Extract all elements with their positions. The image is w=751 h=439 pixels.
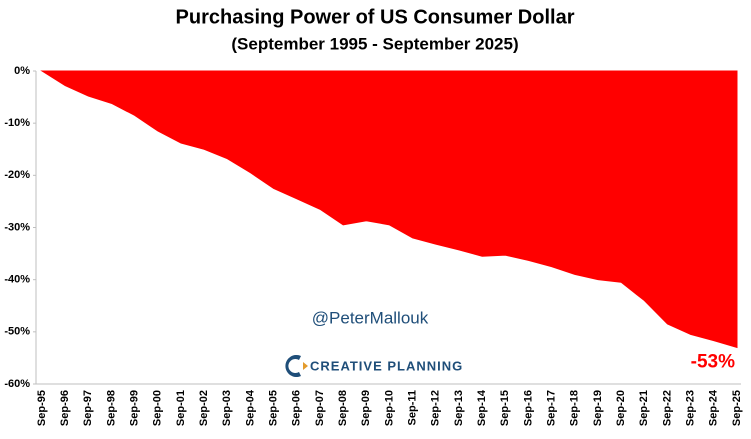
- x-tick-label: Sep-96: [59, 390, 71, 426]
- y-tick-label: -50%: [4, 326, 30, 338]
- x-tick-label: Sep-06: [291, 390, 303, 426]
- x-tick-label: Sep-09: [360, 390, 372, 426]
- y-tick-label: -10%: [4, 117, 30, 129]
- logo-icon: [285, 355, 308, 377]
- y-tick-label: 0%: [14, 65, 30, 77]
- x-tick-label: Sep-21: [638, 390, 650, 426]
- x-tick-label: Sep-11: [407, 390, 419, 425]
- x-tick-label: Sep-02: [198, 390, 210, 426]
- x-tick-label: Sep-95: [36, 390, 48, 426]
- watermark-handle: @PeterMallouk: [312, 308, 429, 327]
- x-tick-label: Sep-23: [685, 390, 697, 426]
- chart-subtitle: (September 1995 - September 2025): [231, 34, 518, 53]
- x-tick-label: Sep-12: [430, 390, 442, 426]
- x-tick-label: Sep-18: [569, 390, 581, 426]
- x-tick-label: Sep-25: [731, 390, 743, 426]
- x-tick-label: Sep-04: [244, 389, 256, 426]
- x-tick-label: Sep-99: [129, 390, 141, 426]
- watermark-brand: CREATIVE PLANNING: [310, 358, 463, 373]
- x-tick-label: Sep-10: [383, 390, 395, 426]
- value-label: -53%: [691, 351, 735, 372]
- x-tick-label: Sep-08: [337, 390, 349, 426]
- y-tick-label: -30%: [4, 221, 30, 233]
- x-tick-label: Sep-01: [175, 390, 187, 426]
- x-tick-label: Sep-98: [105, 390, 117, 426]
- x-tick-label: Sep-22: [661, 390, 673, 426]
- x-tick-label: Sep-24: [708, 389, 720, 426]
- x-tick-label: Sep-15: [499, 390, 511, 426]
- x-tick-label: Sep-13: [453, 390, 465, 426]
- x-tick-label: Sep-19: [592, 390, 604, 426]
- x-tick-label: Sep-97: [82, 390, 94, 426]
- x-tick-label: Sep-20: [615, 390, 627, 426]
- y-tick-label: -20%: [4, 169, 30, 181]
- x-tick-label: Sep-07: [314, 390, 326, 426]
- chart-title: Purchasing Power of US Consumer Dollar: [176, 6, 575, 28]
- x-tick-label: Sep-16: [522, 390, 534, 426]
- area: [40, 70, 738, 349]
- y-tick-label: -60%: [4, 378, 30, 390]
- x-tick-label: Sep-03: [221, 390, 233, 426]
- x-tick-label: Sep-17: [546, 390, 558, 426]
- x-tick-label: Sep-14: [476, 389, 488, 426]
- y-tick-label: -40%: [4, 274, 30, 286]
- x-tick-label: Sep-00: [152, 390, 164, 426]
- x-tick-label: Sep-05: [268, 390, 280, 426]
